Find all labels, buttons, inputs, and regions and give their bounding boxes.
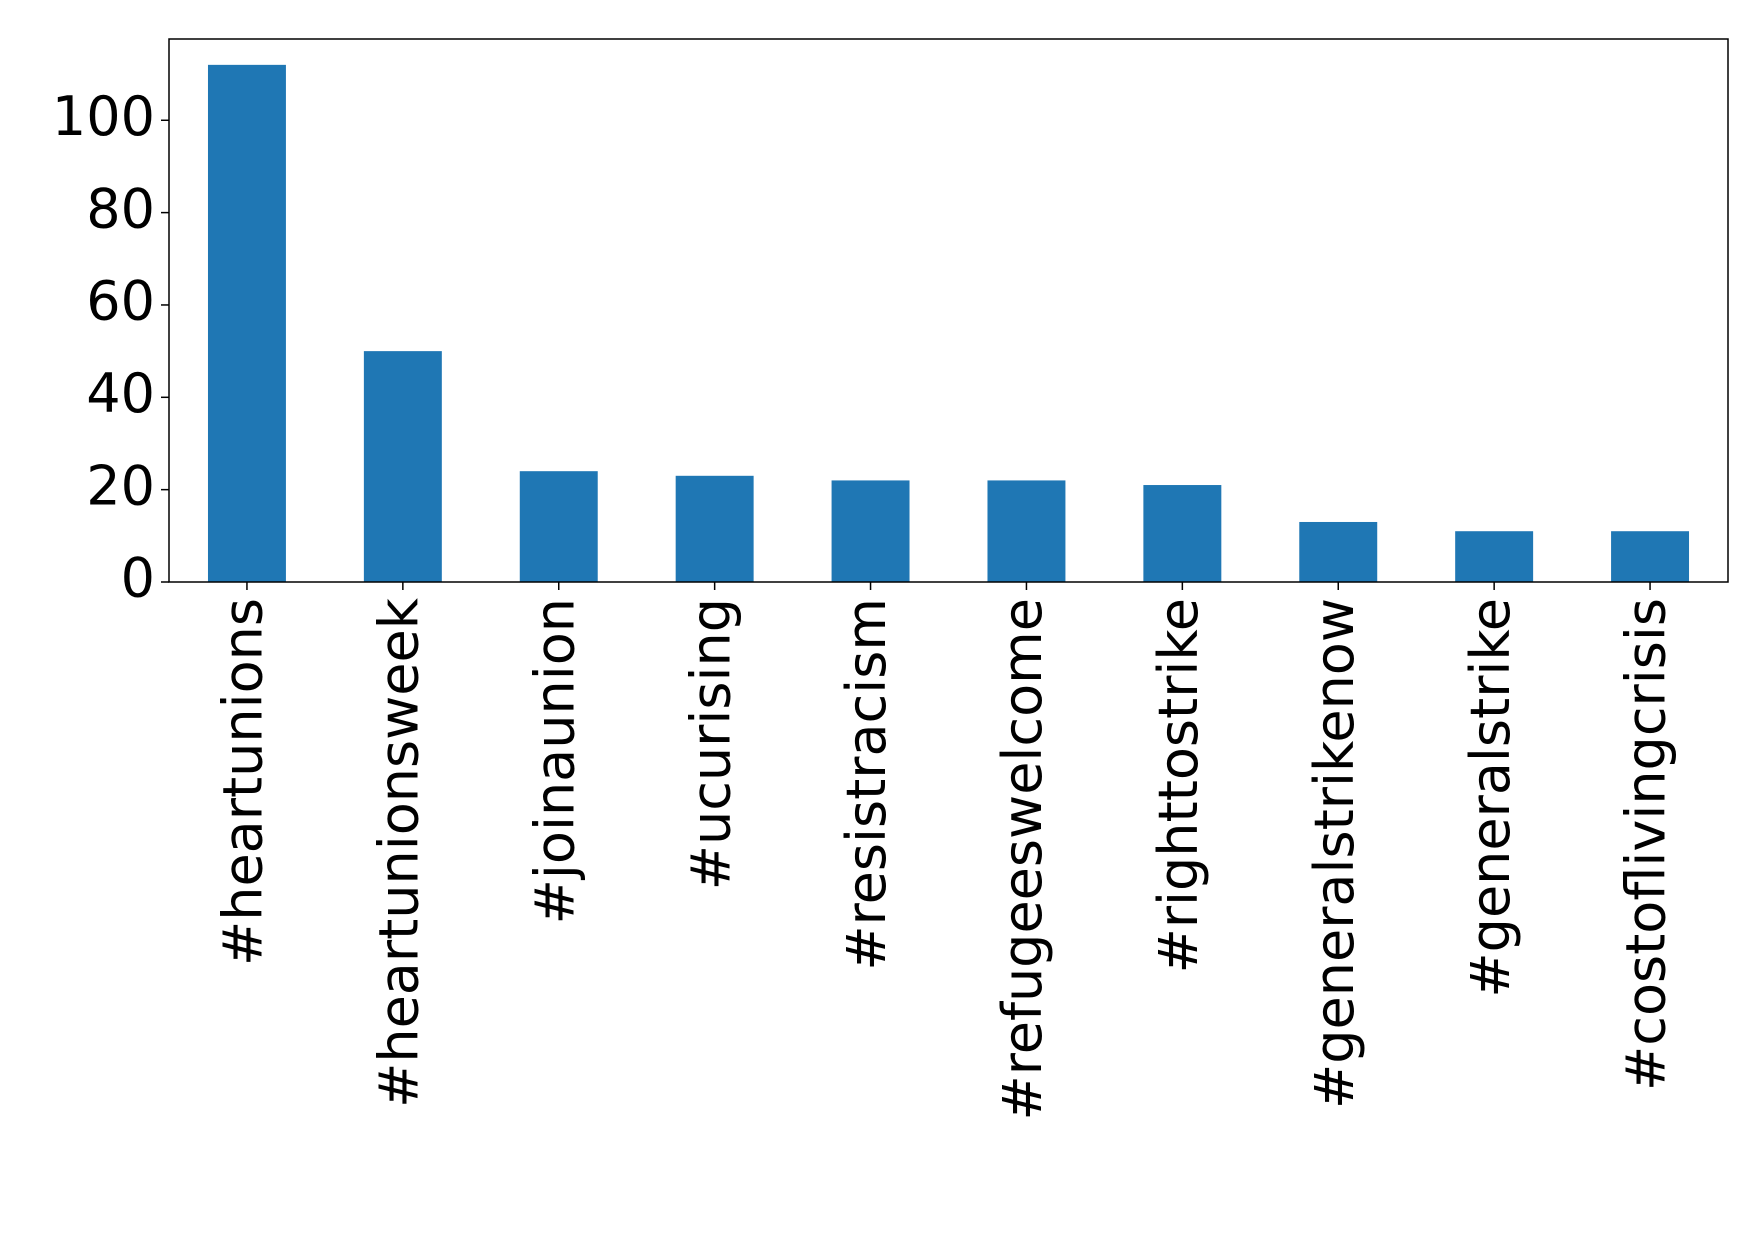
x-tick-label: #ucurising	[679, 598, 742, 890]
bar	[519, 471, 598, 582]
bar	[675, 475, 754, 582]
x-tick-label: #refugeeswelcome	[991, 598, 1054, 1121]
bar	[1143, 485, 1222, 582]
x-tick-label: #righttostrike	[1147, 598, 1210, 973]
bar	[1299, 521, 1378, 582]
x-tick-label: #heartunions	[212, 598, 275, 966]
x-tick-label: #costoflivingcrisis	[1615, 598, 1678, 1091]
y-tick-label: 100	[52, 85, 155, 148]
plot-frame	[168, 38, 1729, 583]
bar	[831, 480, 910, 582]
bar	[363, 351, 442, 582]
bar	[1455, 531, 1534, 582]
y-tick-label: 20	[86, 454, 155, 517]
bar	[207, 64, 286, 583]
x-tick-label: #resistracism	[835, 598, 898, 971]
y-tick-label: 0	[121, 547, 155, 610]
bar	[987, 480, 1066, 582]
y-tick-label: 60	[86, 270, 155, 333]
x-tick-label: #heartunionsweek	[367, 597, 430, 1108]
bar	[1611, 531, 1690, 582]
y-tick-label: 40	[86, 362, 155, 425]
x-tick-label: #joinaunion	[523, 598, 586, 924]
x-tick-label: #generalstrikenow	[1303, 598, 1366, 1109]
y-tick-label: 80	[86, 177, 155, 240]
x-tick-label: #generalstrike	[1459, 598, 1522, 998]
